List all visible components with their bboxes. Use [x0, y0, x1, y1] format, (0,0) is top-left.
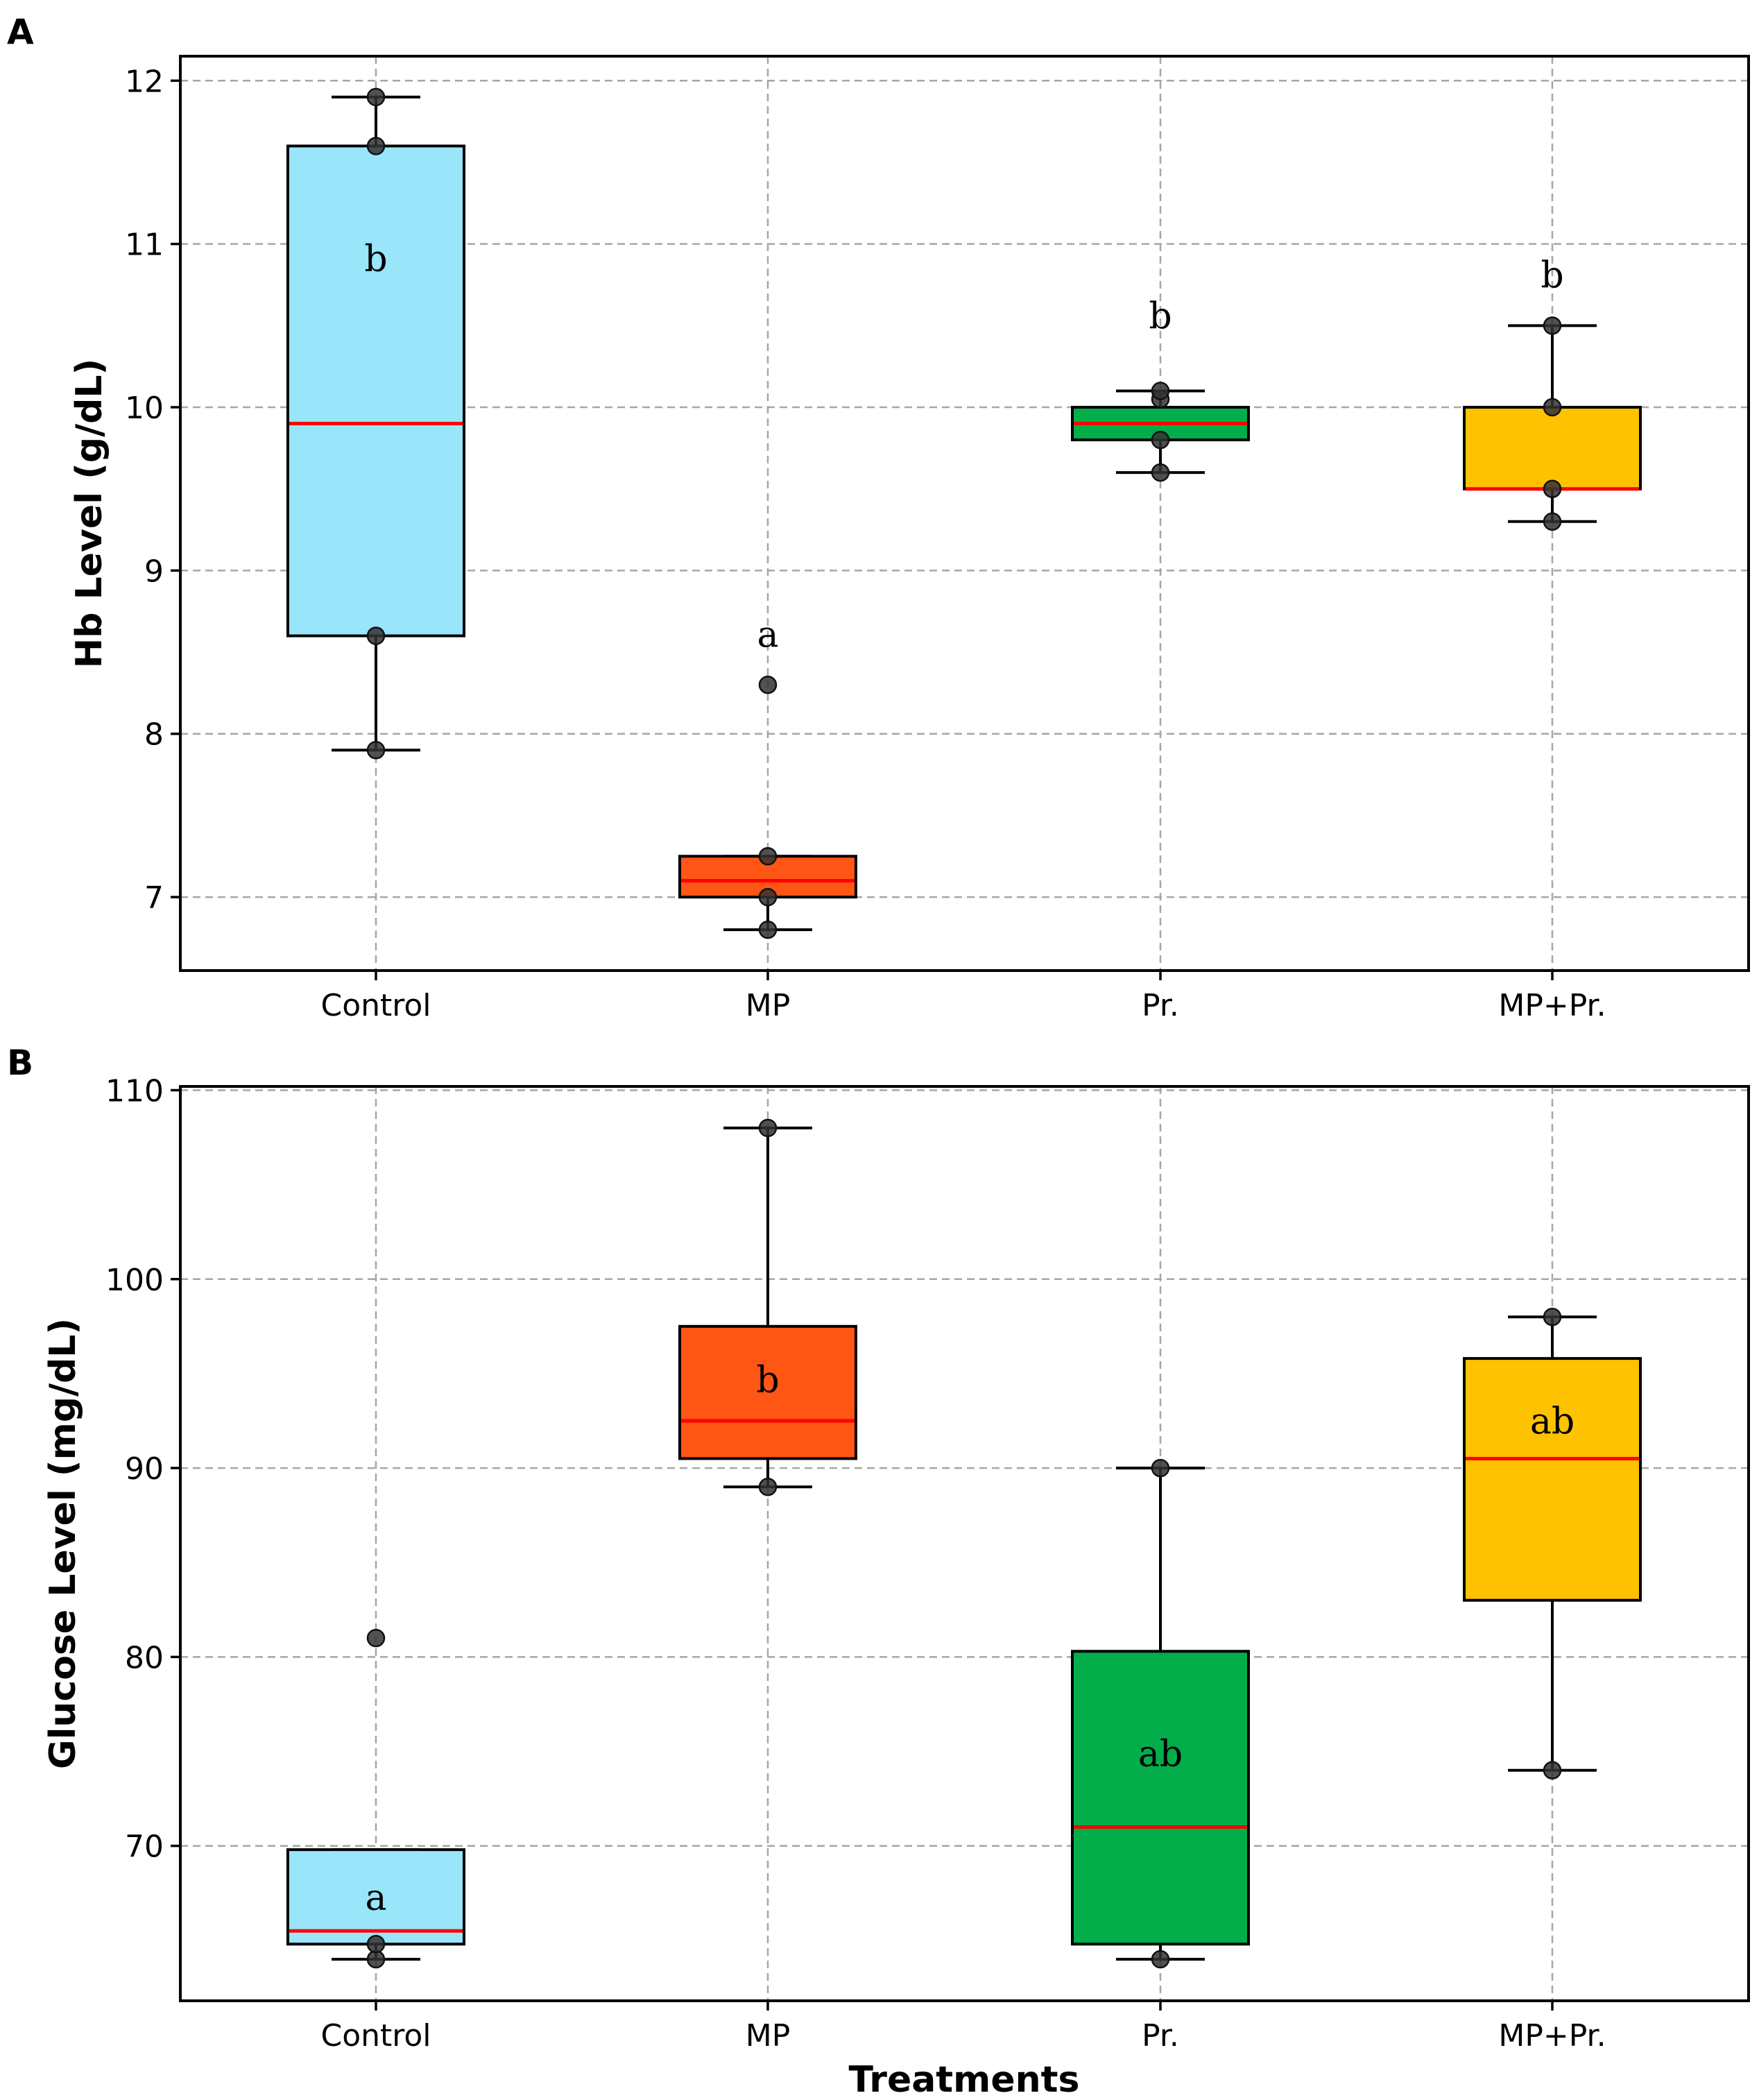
- data-point: [758, 1478, 778, 1496]
- data-point: [1151, 382, 1170, 400]
- box-iqr: [1463, 1357, 1642, 1602]
- panel-b-xtick-label: MP+Pr.: [1498, 2018, 1606, 2054]
- panel-a-ytick-label: 12: [125, 64, 164, 99]
- data-point: [366, 1949, 386, 1969]
- panel-b-box-mp-pr: ab: [1463, 1307, 1642, 1780]
- significance-letter: ab: [1138, 1734, 1183, 1775]
- panel-b-box-mp: b: [678, 1118, 857, 1496]
- panel-a-ytick-label: 10: [125, 391, 164, 426]
- panel-a-ytick-label: 11: [125, 228, 164, 263]
- data-point: [366, 137, 386, 155]
- panel-a-y-axis-label: Hb Level (g/dL): [69, 359, 110, 668]
- data-point: [366, 626, 386, 645]
- panel-b-ytick-label: 100: [105, 1263, 164, 1298]
- data-point: [1543, 316, 1562, 335]
- data-point: [758, 847, 778, 866]
- panel-b-box-control: a: [286, 1628, 465, 1969]
- panel-a-ytick-label: 9: [144, 554, 164, 589]
- outlier-point: [366, 1628, 386, 1648]
- panel-a-xtick-label: MP+Pr.: [1498, 988, 1606, 1023]
- data-point: [366, 1935, 386, 1954]
- panel-a-x-ticks: Control MP Pr. MP+Pr.: [320, 971, 1606, 1023]
- data-point: [1151, 463, 1170, 482]
- data-point: [758, 1118, 778, 1138]
- panel-b-box-pr: ab: [1071, 1458, 1250, 1969]
- significance-letter: a: [757, 615, 778, 656]
- significance-letter: b: [756, 1360, 779, 1401]
- panel-a-xtick-label: MP: [746, 988, 791, 1023]
- box-iqr: [1463, 406, 1642, 490]
- significance-letter: ab: [1530, 1401, 1574, 1443]
- panel-b-letter: B: [7, 1043, 33, 1083]
- panel-b-xtick-label: Pr.: [1142, 2018, 1179, 2054]
- box-iqr: [286, 144, 465, 638]
- outlier-point: [758, 675, 778, 694]
- panel-b-x-axis-label: Treatments: [849, 2059, 1080, 2100]
- data-point: [758, 920, 778, 939]
- panel-a-plot-frame: [179, 55, 1750, 972]
- panel-a-box-mp: a: [678, 615, 857, 939]
- data-point: [1543, 1307, 1562, 1326]
- panel-b-plot-frame: [179, 1085, 1750, 2002]
- panel-a-ytick-label: 7: [144, 880, 164, 916]
- data-point: [1543, 479, 1562, 498]
- significance-letter: b: [1149, 296, 1172, 338]
- panel-a: A b a b b 7 8 9 10 11 12 Control MP Pr. MP+Pr. Hb L…: [7, 12, 1750, 1023]
- significance-letter: b: [364, 239, 387, 280]
- panel-b-xtick-label: Control: [320, 2018, 431, 2054]
- box-iqr: [286, 1848, 465, 1946]
- data-point: [1543, 398, 1562, 417]
- data-point: [366, 87, 386, 107]
- panel-b-x-ticks: Control MP Pr. MP+Pr.: [320, 2001, 1606, 2054]
- panel-b-y-axis-label: Glucose Level (mg/dL): [42, 1318, 84, 1769]
- panel-b-ytick-label: 70: [125, 1829, 164, 1865]
- panel-a-ytick-label: 8: [144, 717, 164, 753]
- panel-a-box-pr: b: [1071, 296, 1250, 482]
- panel-b-ytick-label: 80: [125, 1640, 164, 1675]
- panel-a-letter: A: [7, 12, 34, 52]
- panel-b-ytick-label: 90: [125, 1451, 164, 1487]
- box-iqr: [1071, 1650, 1250, 1946]
- significance-letter: a: [365, 1877, 386, 1919]
- panel-a-box-mp-pr: b: [1463, 255, 1642, 531]
- data-point: [1543, 512, 1562, 531]
- panel-a-xtick-label: Pr.: [1142, 988, 1179, 1023]
- data-point: [366, 741, 386, 760]
- panel-b-ytick-label: 110: [105, 1073, 164, 1109]
- data-point: [1151, 1949, 1170, 1969]
- significance-letter: b: [1541, 255, 1563, 297]
- panel-a-boxes: b a b b: [286, 87, 1642, 939]
- panel-a-y-ticks: 7 8 9 10 11 12: [125, 64, 180, 916]
- box-iqr: [678, 1324, 857, 1460]
- data-point: [1151, 430, 1170, 450]
- panel-b-xtick-label: MP: [746, 2018, 791, 2054]
- data-point: [1543, 1761, 1562, 1780]
- data-point: [758, 887, 778, 907]
- panel-b-y-ticks: 70 80 90 100 110: [105, 1073, 180, 1865]
- data-point: [1151, 1458, 1170, 1478]
- panel-a-xtick-label: Control: [320, 988, 431, 1023]
- panel-a-box-control: b: [286, 87, 465, 760]
